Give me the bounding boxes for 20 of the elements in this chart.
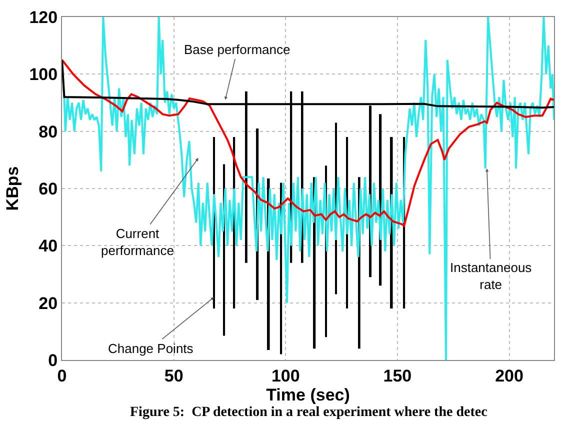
y-tick-label: 80 — [38, 122, 58, 142]
y-tick-label: 40 — [38, 236, 58, 256]
y-tick-label: 120 — [29, 8, 58, 27]
y-tick-label: 60 — [38, 179, 58, 198]
y-tick-label: 100 — [29, 65, 58, 84]
x-tick-label: 200 — [495, 366, 524, 386]
annotation: Change Points — [108, 341, 194, 356]
y-tick-label: 0 — [48, 350, 58, 370]
annotation: Instantaneous rate — [450, 260, 532, 292]
annotation: Base performance — [184, 42, 290, 57]
line-series — [62, 58, 554, 227]
x-tick-label: 50 — [164, 366, 184, 386]
y-tick-label: 20 — [38, 294, 58, 313]
y-axis-title: KBps — [2, 166, 22, 211]
caption: Figure 5: CP detection in a real experiment where the detec — [130, 405, 488, 420]
annotation: Current performance — [101, 226, 174, 258]
x-tick-label: 100 — [271, 366, 300, 386]
x-axis-title: Time (sec) — [266, 385, 350, 404]
x-tick-label: 150 — [383, 366, 412, 386]
line-series — [62, 17, 554, 360]
